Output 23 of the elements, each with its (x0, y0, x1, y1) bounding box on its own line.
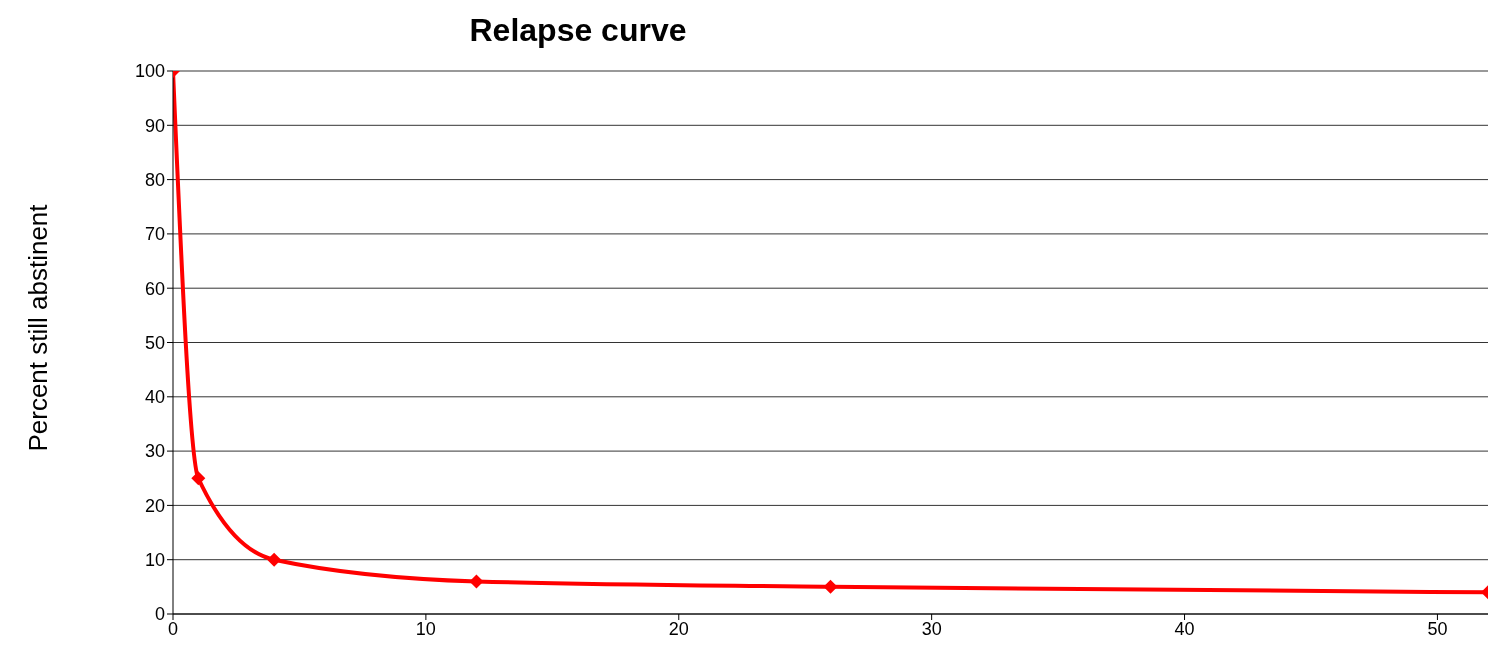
x-tick-label: 30 (921, 618, 942, 639)
y-tick-label: 30 (144, 441, 165, 462)
y-tick-label: 100 (134, 61, 165, 82)
y-tick-label: 50 (144, 332, 165, 353)
y-tick-label: 70 (144, 224, 165, 245)
chart-title: Relapse curve (468, 12, 688, 49)
point (267, 552, 282, 567)
x-tick-label: 0 (167, 618, 179, 639)
y-tick-label: 10 (144, 550, 165, 571)
point (469, 574, 484, 589)
y-tick-label: 90 (144, 115, 165, 136)
y-axis-title: Percent still abstinent (22, 204, 54, 452)
y-tick-label: 80 (144, 169, 165, 190)
point (823, 579, 838, 594)
x-tick-label: 20 (668, 618, 689, 639)
x-tick-label: 10 (415, 618, 436, 639)
point (191, 471, 206, 486)
y-tick-label: 60 (144, 278, 165, 299)
x-tick-label: 40 (1174, 618, 1195, 639)
y-tick-label: 40 (144, 387, 165, 408)
y-tick-label: 20 (144, 495, 165, 516)
x-tick-label: 50 (1427, 618, 1448, 639)
y-tick-label: 0 (154, 604, 165, 625)
